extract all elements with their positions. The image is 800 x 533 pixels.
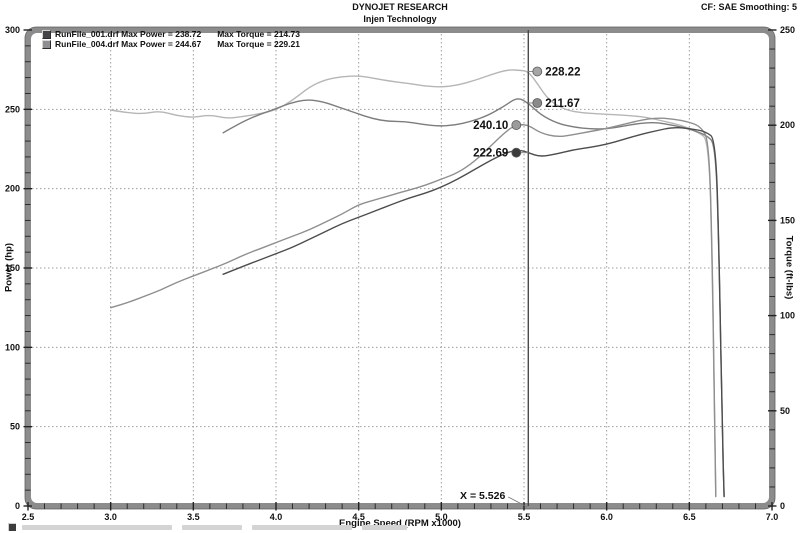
right-tick-label: 250 xyxy=(780,25,795,35)
right-tick-label: 150 xyxy=(780,215,795,225)
legend: RunFile_001.drf Max Power = 238.72 Max T… xyxy=(42,29,300,49)
x-tick-label: 6.0 xyxy=(600,512,613,522)
x-tick-label: 4.5 xyxy=(352,512,365,522)
marker-dot-240.10 xyxy=(511,120,522,130)
marker-value-label: 222.69 xyxy=(473,148,508,160)
page-subtitle: Injen Technology xyxy=(363,14,437,24)
marker-value-label: 211.67 xyxy=(545,98,580,110)
legend-file-power-run001: RunFile_001.drf Max Power = 238.72 xyxy=(55,29,202,39)
x-tick-label: 3.0 xyxy=(104,512,117,522)
cutoff-text-smudge xyxy=(252,525,352,530)
x-tick-label: 3.5 xyxy=(187,512,200,522)
cutoff-text-smudge xyxy=(22,525,172,530)
x-tick-label: 5.0 xyxy=(435,512,448,522)
cutoff-text-smudge xyxy=(362,525,407,530)
marker-value-label: 240.10 xyxy=(473,120,508,132)
left-tick-label: 0 xyxy=(15,501,20,511)
cutoff-legend-chip xyxy=(8,523,16,531)
right-tick-label: 200 xyxy=(780,120,795,130)
left-tick-label: 250 xyxy=(5,104,20,114)
x-tick-label: 6.5 xyxy=(683,512,696,522)
legend-row-run001: RunFile_001.drf Max Power = 238.72 Max T… xyxy=(42,29,300,39)
legend-torque-run001: Max Torque = 214.73 xyxy=(217,29,300,39)
left-tick-label: 50 xyxy=(10,422,20,432)
x-axis-title: Engine Speed (RPM x1000) xyxy=(339,518,461,529)
legend-color-chip-run004 xyxy=(42,39,51,49)
page-title: DYNOJET RESEARCH xyxy=(352,2,448,12)
cutoff-text-smudge xyxy=(182,525,242,530)
cursor-x-label: X = 5.526 xyxy=(460,490,505,502)
left-tick-label: 200 xyxy=(5,184,20,194)
left-axis-title: Power (hp) xyxy=(3,242,15,293)
left-tick-label: 300 xyxy=(5,25,20,35)
right-tick-label: 100 xyxy=(780,311,795,321)
left-tick-label: 150 xyxy=(5,263,20,273)
marker-dot-222.69 xyxy=(511,147,522,158)
marker-value-label: 228.22 xyxy=(545,66,580,78)
x-tick-label: 5.5 xyxy=(518,512,531,522)
right-tick-label: 0 xyxy=(780,501,785,511)
correction-smoothing-label: CF: SAE Smoothing: 5 xyxy=(701,2,797,12)
marker-dot-228.22 xyxy=(532,66,543,77)
x-tick-label: 7.0 xyxy=(766,512,779,522)
x-tick-label: 4.0 xyxy=(270,512,283,522)
legend-color-chip-run001 xyxy=(42,29,51,39)
right-axis-title: Torque (ft-lbs) xyxy=(783,235,795,300)
legend-torque-run004: Max Torque = 229.21 xyxy=(217,39,300,49)
curve-runfile-001-drf-power xyxy=(222,126,725,498)
curve-runfile-004-drf-power xyxy=(110,117,717,498)
cutoff-legend-row xyxy=(8,523,417,533)
x-tick-label: 2.5 xyxy=(22,512,35,522)
legend-row-run004: RunFile_004.drf Max Power = 244.67 Max T… xyxy=(42,39,300,49)
marker-dot-211.67 xyxy=(532,98,543,108)
right-tick-label: 50 xyxy=(780,406,790,416)
cursor-label-leader xyxy=(508,496,528,508)
left-tick-label: 100 xyxy=(5,342,20,352)
legend-file-power-run004: RunFile_004.drf Max Power = 244.67 xyxy=(55,39,202,49)
curve-runfile-004-drf-torque xyxy=(110,69,717,498)
